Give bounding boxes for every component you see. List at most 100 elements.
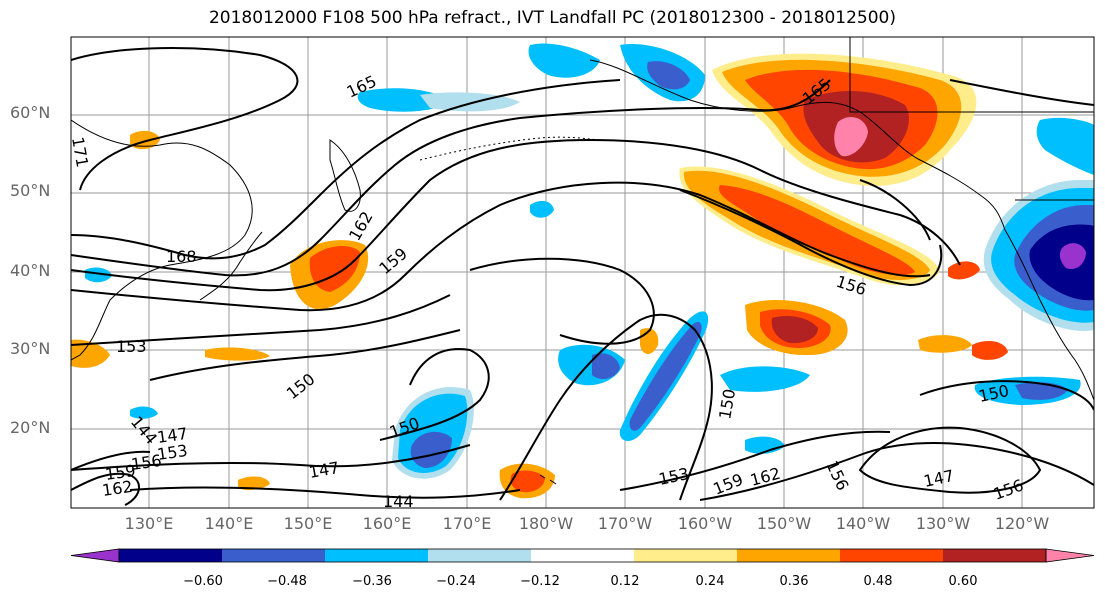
colorbar-segment	[531, 549, 635, 562]
height-contours	[71, 47, 1094, 506]
contour-east-lows	[858, 426, 1042, 494]
colorbar-tick-label: 0.60	[948, 574, 978, 589]
fill-okhotsk-cyan	[528, 43, 600, 78]
contour-156	[679, 189, 943, 287]
colorbar-tick-label: 0.36	[779, 574, 809, 589]
fill-nw-canada-cyan	[1036, 117, 1094, 175]
lat-label: 50°N	[10, 181, 51, 200]
contour-153	[71, 294, 451, 346]
negative-anomaly-fills	[85, 43, 1094, 479]
colorbar-tick-label: −0.12	[520, 574, 560, 589]
contour-label: 168	[166, 247, 197, 266]
colorbar-extend-max	[1045, 548, 1095, 563]
colorbar-tick-label: −0.24	[436, 574, 476, 589]
lon-label: 180°W	[518, 514, 574, 533]
lon-label: 140°E	[204, 514, 254, 533]
plot-frame	[70, 36, 1095, 509]
colorbar-tick-label: 0.24	[695, 574, 725, 589]
colorbar-segment	[119, 549, 223, 562]
fill-tropical-blue	[410, 431, 452, 468]
lon-label: 170°W	[597, 514, 653, 533]
fill-small-orange-4	[918, 335, 972, 353]
contour-label: 162	[101, 477, 134, 500]
colorbar-segment	[840, 549, 944, 562]
fill-west-coast-purple	[1059, 243, 1086, 270]
colorbar-tick-label: 0.48	[863, 574, 893, 589]
colorbar-segment	[222, 549, 326, 562]
coast-japan	[199, 231, 263, 301]
fill-central-cyan	[530, 200, 554, 218]
fill-streak-blue	[629, 321, 702, 431]
contour-bc	[859, 179, 931, 241]
fill-small-orange-2	[205, 347, 270, 361]
contour-shelf	[949, 79, 1094, 106]
contour-label: 153	[156, 441, 189, 464]
contour-subtrop-high	[469, 257, 655, 345]
contour-147	[71, 444, 471, 471]
colorbar-segment	[943, 549, 1047, 562]
contour-label: 147	[156, 424, 189, 447]
fill-subtropical-darkred	[771, 316, 818, 344]
contour-150	[149, 329, 490, 441]
lat-label: 20°N	[10, 418, 51, 437]
lon-label: 160°E	[362, 514, 412, 533]
lon-label: 130°E	[124, 514, 174, 533]
contour-east-150	[919, 380, 1094, 411]
colorbar-tick-label: −0.48	[267, 574, 307, 589]
lat-label: 40°N	[10, 261, 51, 280]
fill-small-orange-8	[71, 339, 110, 368]
fill-small-orange-5	[972, 340, 1008, 360]
lon-label: 160°W	[677, 514, 733, 533]
lon-label: 140°W	[835, 514, 891, 533]
lon-label: 120°W	[994, 514, 1050, 533]
contour-label: 153	[116, 337, 147, 356]
contour-171	[71, 47, 299, 191]
coastlines	[71, 37, 1094, 485]
fill-small-orange-6	[948, 261, 980, 280]
contour-label: 144	[383, 492, 414, 511]
colorbar-tick-label: −0.36	[352, 574, 392, 589]
lon-label: 130°W	[915, 514, 971, 533]
coast-hawaii	[539, 474, 557, 485]
fill-bering-blue	[647, 61, 690, 90]
fill-south-cyan-3	[130, 406, 158, 419]
contour-east-153	[619, 430, 891, 491]
contour-168	[71, 79, 621, 260]
contour-159	[71, 181, 931, 312]
lat-label: 30°N	[10, 339, 51, 358]
contour-east-156	[699, 442, 1094, 501]
fill-band-red	[719, 185, 915, 276]
fill-west-coast-navy	[1029, 224, 1094, 301]
coast-asia-east	[71, 119, 253, 361]
colorbar-tick-label: 0.12	[610, 574, 640, 589]
colorbar-segment	[737, 549, 841, 562]
positive-anomaly-fills	[71, 53, 1008, 499]
fill-mid-blue	[592, 353, 620, 380]
fill-korea-cyan	[85, 267, 112, 283]
border-alaska-canada	[849, 37, 1094, 113]
contour-165	[71, 79, 831, 277]
colorbar-extend-min	[70, 548, 120, 563]
fill-small-orange-3	[238, 476, 270, 491]
colorbar-frame	[118, 548, 1047, 563]
lon-label: 170°E	[442, 514, 492, 533]
lon-label: 150°E	[283, 514, 333, 533]
lat-label: 60°N	[10, 103, 51, 122]
contour-southwest-nest	[71, 450, 151, 506]
contour-162	[71, 138, 961, 292]
fill-hawaii-red	[510, 470, 545, 493]
contour-trough	[499, 313, 713, 501]
contour-label: 171	[68, 135, 92, 168]
fill-sub-cyan-east	[720, 366, 810, 392]
contour-label: 159	[104, 461, 137, 484]
colorbar-tick-label: −0.60	[183, 574, 223, 589]
colorbar-segment	[428, 549, 532, 562]
colorbar-segment	[325, 549, 429, 562]
colorbar	[70, 548, 1095, 563]
coast-north-america	[1004, 229, 1094, 401]
lon-label: 150°W	[756, 514, 812, 533]
contour-144	[129, 486, 521, 499]
map-title: 2018012000 F108 500 hPa refract., IVT La…	[208, 8, 896, 28]
fill-gulf-alaska-pink	[834, 117, 868, 157]
